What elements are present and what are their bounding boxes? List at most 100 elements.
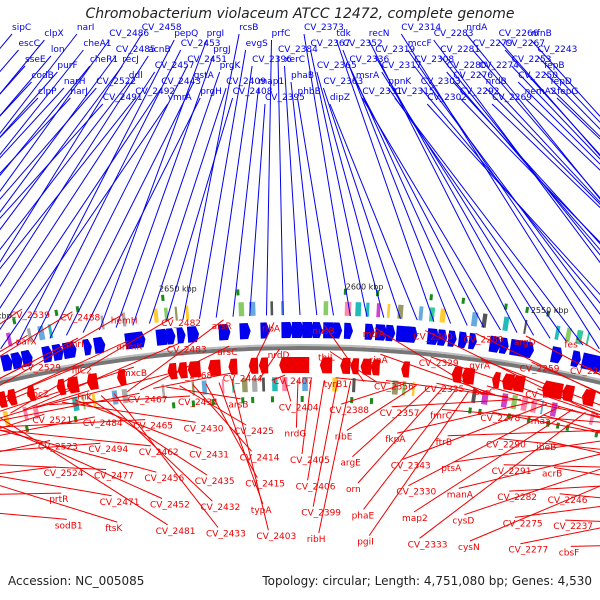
reverse-gene-label: CV_2494: [88, 445, 128, 455]
forward-gene-label: CV_2522: [96, 77, 136, 87]
reverse-gene-label: gyrA: [469, 362, 491, 372]
forward-class-block: [26, 328, 33, 343]
forward-gene-arrow: [281, 322, 294, 339]
forward-gene-label: vmrA: [168, 93, 193, 103]
forward-gene-label: recN: [369, 29, 390, 39]
forward-gene-arrow: [457, 331, 468, 349]
reverse-gene-label: CV_2529: [21, 364, 61, 374]
reverse-gene-label: narX: [16, 337, 37, 347]
rna-feature-tick: [555, 422, 560, 429]
forward-gene-label: acnB: [148, 45, 170, 55]
reverse-gene-arrow: [228, 358, 238, 375]
forward-gene-arrow: [10, 352, 23, 370]
reverse-label-leader: [0, 425, 163, 499]
forward-label-leader: [0, 81, 130, 251]
forward-class-block: [470, 312, 479, 327]
forward-gene-label: CV_2451: [187, 55, 227, 65]
reverse-gene-arrow: [117, 368, 127, 386]
reverse-label-leader: [497, 438, 600, 450]
forward-label-leader: [0, 33, 78, 135]
reverse-gene-label: abcZ: [27, 390, 49, 400]
reverse-gene-label: CV_2467: [128, 395, 168, 405]
reverse-label-leader: [503, 464, 600, 468]
reverse-gene-arrow: [350, 358, 360, 375]
forward-class-block: [502, 316, 510, 332]
reverse-gene-arrow: [451, 366, 463, 384]
reverse-label-leader: [271, 374, 286, 381]
forward-gene-label: prgK: [220, 61, 242, 71]
reverse-gene-label: ftrB: [436, 438, 452, 448]
forward-gene-arrow: [519, 340, 534, 359]
forward-label-leader: [33, 49, 182, 342]
reverse-gene-label: CV_2465: [133, 422, 173, 432]
forward-label-leader: [316, 71, 385, 318]
reverse-gene-label: orn: [346, 485, 361, 495]
reverse-gene-label: cinA: [368, 356, 388, 366]
reverse-gene-label: CV_2246: [548, 496, 588, 506]
reverse-label-leader: [475, 332, 600, 395]
reverse-gene-label: fkpA: [385, 435, 406, 445]
reverse-label-leader: [205, 383, 258, 478]
reverse-gene-label: CV_2329: [419, 359, 459, 369]
forward-class-block: [174, 306, 178, 321]
forward-gene-label: CV_2363: [323, 77, 363, 87]
forward-gene-arrow: [549, 346, 563, 364]
reverse-gene-label: arsC: [217, 348, 237, 358]
reverse-label-leader: [166, 386, 241, 400]
forward-gene-label: msrA: [356, 71, 380, 81]
forward-gene-label: codB: [32, 71, 54, 81]
forward-gene-arrow: [570, 350, 581, 368]
forward-gene-arrow: [92, 336, 106, 354]
forward-gene-label: CV_2367: [311, 39, 351, 49]
reverse-label-leader: [0, 311, 73, 357]
reverse-label-leader: [346, 384, 417, 431]
forward-gene-label: tdk: [336, 29, 351, 39]
reverse-gene-label: CV_2404: [279, 403, 319, 413]
reverse-label-leader: [374, 327, 483, 394]
reverse-label-leader: [341, 383, 404, 405]
reverse-label-leader: [0, 337, 79, 379]
forward-gene-label: narI: [77, 23, 95, 33]
reverse-gene-label: CV_2414: [240, 453, 280, 463]
reverse-gene-label: ibeB: [536, 443, 556, 453]
forward-gene-arrow: [437, 329, 448, 346]
reverse-gene-label: CV_2282: [497, 493, 537, 503]
rna-feature-tick: [503, 303, 508, 310]
forward-label-leader: [400, 33, 600, 349]
forward-gene-label: recJ: [122, 55, 139, 65]
reverse-label-leader: [514, 505, 600, 518]
reverse-label-leader: [424, 330, 599, 416]
reverse-gene-label: CV_2356: [374, 383, 414, 393]
forward-gene-arrow: [176, 327, 186, 344]
reverse-gene-label: CV_2482: [161, 319, 201, 329]
reverse-label-leader: [509, 485, 600, 492]
reverse-label-leader: [413, 408, 573, 513]
forward-gene-label: CV_2314: [401, 23, 441, 33]
reverse-label-leader: [258, 348, 281, 381]
reverse-gene-label: CV_2335: [424, 385, 464, 395]
reverse-label-leader: [113, 393, 219, 528]
forward-label-leader: [465, 33, 600, 200]
reverse-class-block: [510, 394, 518, 410]
forward-gene-label: prgH: [200, 87, 222, 97]
reverse-label-leader: [447, 429, 600, 437]
forward-class-block: [270, 301, 274, 316]
reverse-gene-arrow: [582, 388, 597, 407]
reverse-gene-label: CV_2452: [150, 501, 190, 511]
forward-gene-label: nemA2: [525, 87, 557, 97]
forward-label-leader: [394, 97, 584, 346]
forward-gene-arrow: [260, 322, 270, 339]
forward-label-leader: [199, 49, 247, 319]
forward-class-block: [523, 319, 528, 334]
forward-gene-label: CV_2279: [473, 39, 513, 49]
reverse-gene-arrow: [319, 357, 333, 374]
forward-class-block: [376, 303, 381, 318]
forward-gene-label: CV_2280: [447, 61, 487, 71]
forward-gene-arrow: [312, 322, 323, 339]
reverse-gene-arrow: [502, 373, 516, 391]
rna-feature-tick: [161, 294, 165, 302]
reverse-gene-label: CV_2471: [100, 498, 140, 508]
reverse-gene-label: CV_2434: [178, 398, 218, 408]
forward-gene-arrow: [291, 322, 305, 339]
